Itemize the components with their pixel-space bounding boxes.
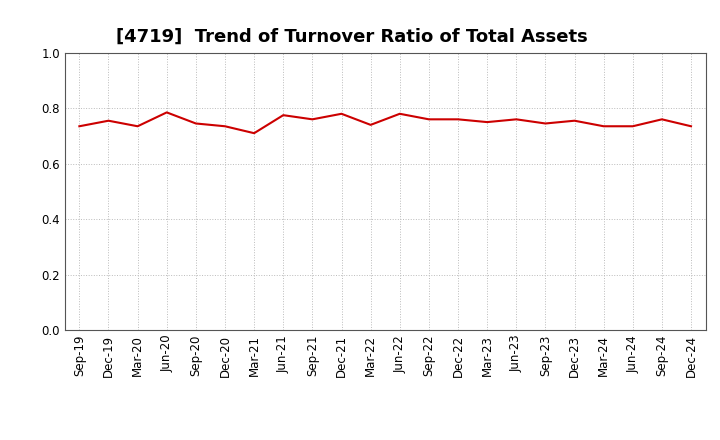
Text: [4719]  Trend of Turnover Ratio of Total Assets: [4719] Trend of Turnover Ratio of Total …	[116, 28, 588, 46]
